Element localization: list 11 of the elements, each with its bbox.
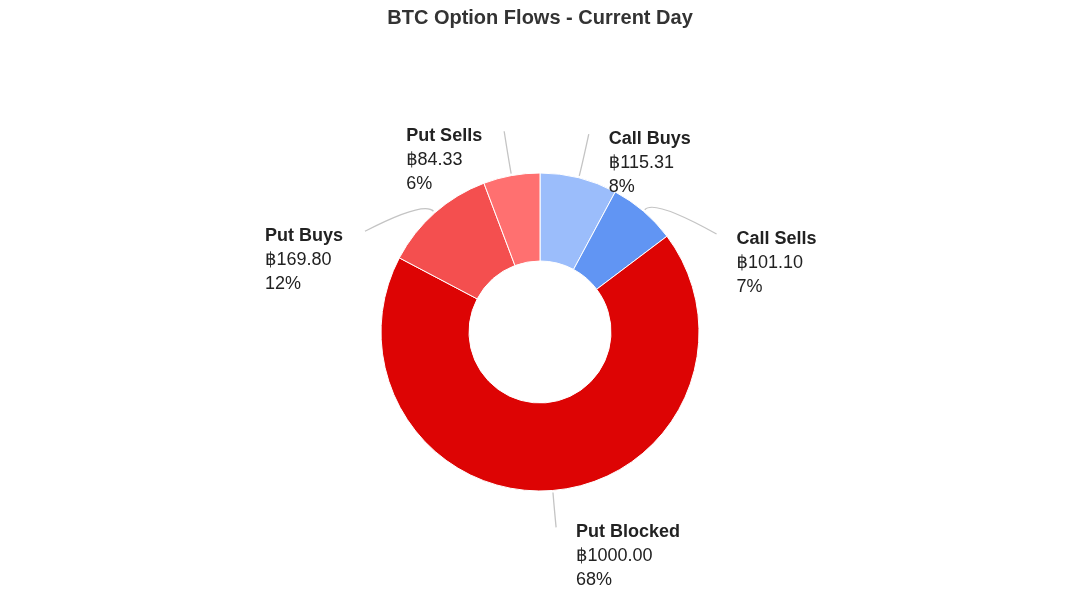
data-label: ฿84.33 6%: [406, 149, 463, 194]
slice-label: Put Sells: [406, 125, 483, 146]
slice-label: Call Sells: [736, 228, 817, 249]
data-label: ฿115.31 8%: [608, 152, 674, 197]
data-label: ฿169.80 12%: [264, 249, 332, 294]
data-label: ฿101.10 7%: [736, 252, 804, 297]
chart-title: BTC Option Flows - Current Day: [386, 6, 694, 29]
slice-label: Put Buys: [264, 225, 343, 246]
slice-label: Put Blocked: [576, 521, 681, 542]
data-label: ฿1000.00 68%: [576, 545, 653, 590]
slice-label: Call Buys: [608, 128, 691, 149]
